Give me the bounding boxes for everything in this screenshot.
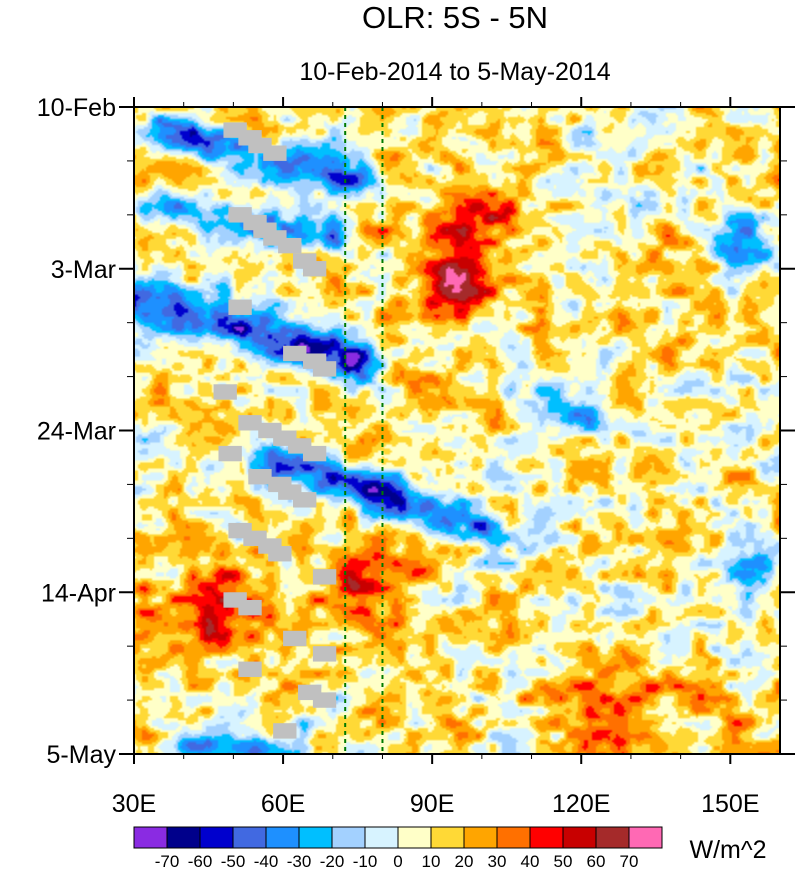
missing-data-cell	[263, 145, 287, 161]
missing-data-cell	[293, 492, 317, 508]
x-tick-label: 30E	[112, 790, 156, 818]
y-tick-label: 3-Mar	[51, 256, 116, 284]
missing-data-cell	[213, 384, 237, 400]
missing-data-cell	[218, 445, 242, 462]
colorbar-level-label: -20	[320, 852, 345, 869]
colorbar-level-label: -30	[287, 852, 312, 869]
missing-data-cell	[228, 299, 252, 315]
colorbar-swatch	[232, 826, 267, 849]
x-tick-label: 150E	[701, 790, 759, 818]
colorbar-swatch	[397, 826, 432, 849]
colorbar-level-label: 70	[620, 852, 639, 869]
colorbar-swatch	[133, 826, 168, 849]
missing-data-cell	[238, 599, 262, 616]
colorbar-level-label: 30	[488, 852, 507, 869]
x-tick-label: 120E	[552, 790, 610, 818]
missing-data-cell	[312, 692, 337, 708]
colorbar-level-label: 20	[455, 852, 474, 869]
colorbar-swatch	[364, 826, 399, 849]
missing-data-cell	[302, 445, 327, 462]
chart-title: OLR: 5S - 5N	[362, 0, 548, 35]
colorbar-level-label: -60	[188, 852, 213, 869]
missing-data-cell	[283, 345, 307, 362]
colorbar: -70 -60 -50 -40 -30 -20 -10 0 10 20 30 40 50 60 70	[133, 826, 663, 869]
missing-data-cell	[312, 361, 337, 377]
colorbar-level-label: -70	[155, 852, 180, 869]
y-tick-label: 14-Apr	[41, 579, 116, 607]
colorbar-swatch	[595, 826, 630, 849]
y-tick-label: 10-Feb	[37, 94, 116, 122]
colorbar-level-label: -10	[353, 852, 378, 869]
missing-data-cell	[302, 261, 327, 277]
olr-field	[134, 107, 780, 754]
colorbar-level-label: 40	[521, 852, 540, 869]
missing-data-cell	[238, 415, 262, 431]
colorbar-level-label: -40	[254, 852, 279, 869]
missing-data-cell	[248, 469, 272, 485]
colorbar-swatch	[562, 826, 597, 849]
colorbar-swatch	[199, 826, 234, 849]
colorbar-swatch	[628, 826, 663, 849]
colorbar-swatch	[463, 826, 498, 849]
missing-data-cell	[312, 569, 337, 585]
missing-data-cell	[278, 237, 302, 254]
reference-lines	[344, 107, 384, 754]
colorbar-level-label: 50	[554, 852, 573, 869]
x-tick-label: 90E	[410, 790, 454, 818]
missing-data-cell	[273, 723, 297, 739]
x-tick-label: 60E	[261, 790, 305, 818]
colorbar-swatch	[496, 826, 531, 849]
axis-ticks: 30E 60E 90E 120E 150E 10-Feb 3-Mar 24-Mar 14-Apr…	[37, 94, 795, 818]
chart-subtitle: 10-Feb-2014 to 5-May-2014	[299, 58, 610, 86]
missing-data-cell	[283, 630, 307, 647]
colorbar-swatch	[298, 826, 333, 849]
missing-data-cell	[312, 646, 337, 662]
missing-data-cell	[238, 661, 262, 677]
colorbar-level-label: 60	[587, 852, 606, 869]
olr-anomaly-field	[134, 107, 780, 754]
colorbar-swatch	[265, 826, 300, 849]
colorbar-swatch	[166, 826, 201, 849]
y-tick-label: 5-May	[47, 741, 117, 769]
missing-data-cell	[268, 546, 292, 562]
colorbar-level-label: 0	[393, 852, 402, 869]
colorbar-level-label: 10	[422, 852, 441, 869]
colorbar-swatch	[430, 826, 465, 849]
y-tick-label: 24-Mar	[37, 418, 116, 446]
colorbar-swatch	[529, 826, 564, 849]
colorbar-swatch	[331, 826, 366, 849]
colorbar-level-label: -50	[221, 852, 246, 869]
missing-data-cells	[213, 122, 337, 739]
colorbar-unit-label: W/m^2	[689, 836, 766, 864]
